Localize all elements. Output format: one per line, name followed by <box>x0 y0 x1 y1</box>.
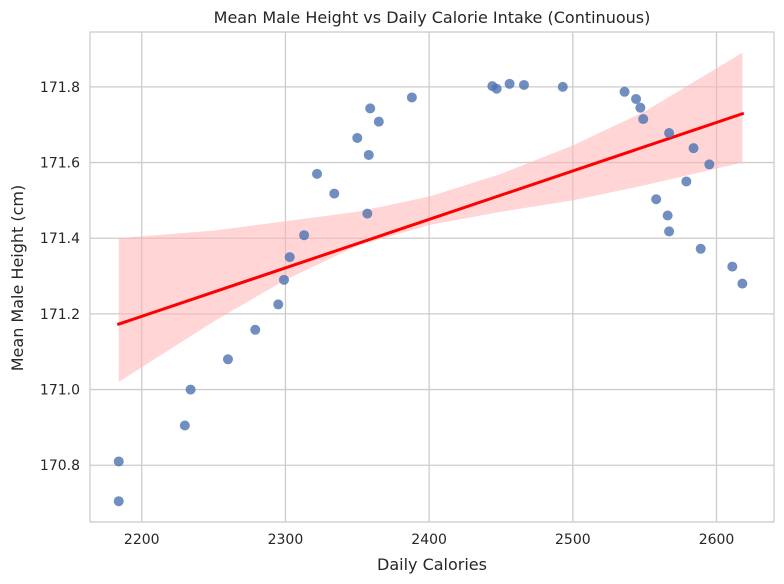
x-tick-label: 2600 <box>699 532 735 548</box>
data-point <box>688 143 699 154</box>
data-point <box>185 384 196 395</box>
data-point <box>638 114 649 125</box>
data-point <box>362 208 373 219</box>
data-point <box>406 92 417 103</box>
y-tick-label: 171.2 <box>40 307 80 323</box>
data-point <box>113 456 124 467</box>
chart-title: Mean Male Height vs Daily Calorie Intake… <box>214 8 651 27</box>
data-point <box>250 324 261 335</box>
data-point <box>737 278 748 289</box>
y-tick-label: 171.8 <box>40 80 80 96</box>
data-point <box>518 79 529 90</box>
y-tick-label: 171.4 <box>40 231 80 247</box>
y-axis-label: Mean Male Height (cm) <box>8 185 27 372</box>
data-point <box>363 149 374 160</box>
x-tick-label: 2500 <box>555 532 591 548</box>
data-point <box>365 103 376 114</box>
regression-line-layer <box>116 111 745 327</box>
data-point <box>695 243 706 254</box>
data-point <box>619 86 630 97</box>
y-tick-label: 171.6 <box>40 156 80 172</box>
data-point <box>704 159 715 170</box>
data-point <box>491 83 502 94</box>
data-point <box>557 81 568 92</box>
data-point <box>352 132 363 143</box>
y-tick-label: 170.8 <box>40 458 80 474</box>
data-point <box>664 226 675 237</box>
data-point <box>664 128 675 139</box>
x-tick-label: 2200 <box>124 532 160 548</box>
regression-line <box>116 111 745 327</box>
plot-frame <box>89 31 775 523</box>
data-point <box>651 194 662 205</box>
y-tick-label: 171.0 <box>40 383 80 399</box>
data-point <box>727 261 738 272</box>
data-point <box>681 176 692 187</box>
data-point <box>278 274 289 285</box>
data-point <box>504 78 515 89</box>
data-point <box>373 116 384 127</box>
data-point <box>113 496 124 507</box>
plot-spines <box>89 31 775 523</box>
data-point <box>635 102 646 113</box>
data-point <box>284 252 295 263</box>
data-point <box>662 210 673 221</box>
data-point <box>631 93 642 104</box>
data-point <box>329 188 340 199</box>
x-tick-label: 2300 <box>268 532 304 548</box>
data-point <box>299 230 310 241</box>
scatter-points-layer <box>113 78 748 507</box>
data-point <box>273 299 284 310</box>
y-axis-ticks: 170.8 171.0 171.2 171.4 171.6 171.8 <box>40 80 80 474</box>
x-tick-label: 2400 <box>411 532 447 548</box>
x-axis-ticks: 2200 2300 2400 2500 2600 <box>124 532 734 548</box>
data-point <box>222 354 233 365</box>
x-axis-label: Daily Calories <box>377 555 487 574</box>
data-point <box>312 168 323 179</box>
data-point <box>179 420 190 431</box>
